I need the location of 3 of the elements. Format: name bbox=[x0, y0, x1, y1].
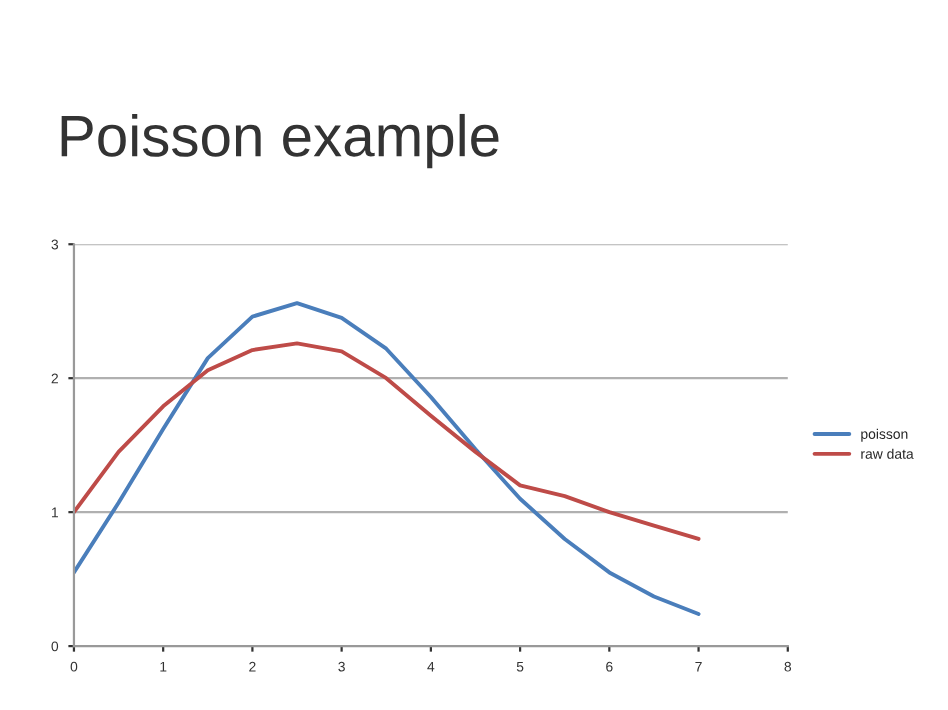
line-series bbox=[73, 301, 701, 616]
chart-title: Poisson example bbox=[61, 113, 499, 169]
line-series bbox=[73, 341, 701, 541]
